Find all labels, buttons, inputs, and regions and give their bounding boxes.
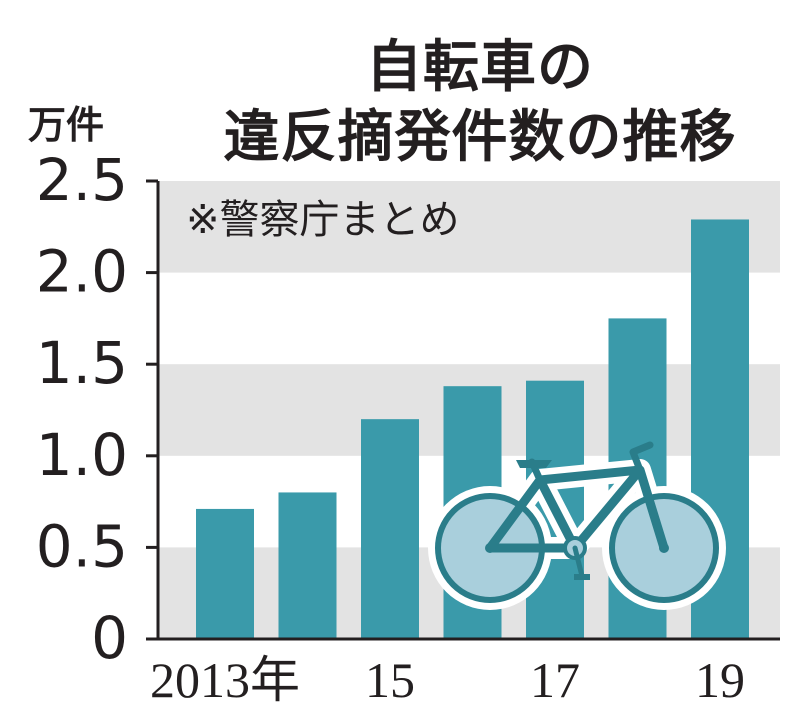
axes [146, 179, 780, 641]
x-tick-label: 19 [695, 652, 745, 708]
pedal [574, 574, 590, 580]
bar-15 [361, 419, 419, 639]
grid-band [158, 181, 780, 273]
y-tick-label: 1.5 [36, 329, 128, 397]
y-tick-label: 0 [91, 604, 128, 672]
chart-title-line-2: 違反摘発件数の推移 [223, 105, 737, 170]
y-tick-labels: 0 0.5 1.0 1.5 2.0 2.5 [36, 146, 128, 672]
y-axis-unit-label: 万件 [28, 103, 105, 147]
crank-arm [572, 545, 585, 579]
handlebar [629, 441, 654, 474]
saddle [516, 460, 552, 468]
x-tick-label: 15 [365, 652, 415, 708]
bicycle-frame [485, 465, 669, 553]
y-tick-label: 1.0 [36, 421, 128, 489]
y-tick-label: 0.5 [36, 512, 128, 580]
x-tick-label: 17 [530, 652, 580, 708]
x-tick-label: 2013年 [150, 652, 300, 708]
source-note: ※警察庁まとめ [186, 197, 460, 243]
bicycle-illustration [428, 441, 726, 610]
x-tick-labels: 2013年 15 17 19 [150, 652, 745, 708]
chart-title-line-1: 自転車の [366, 35, 594, 100]
y-tick-label: 2.0 [36, 238, 128, 306]
y-tick-label: 2.5 [36, 146, 128, 214]
bar-14 [278, 492, 337, 639]
bar-2013 [196, 508, 254, 639]
